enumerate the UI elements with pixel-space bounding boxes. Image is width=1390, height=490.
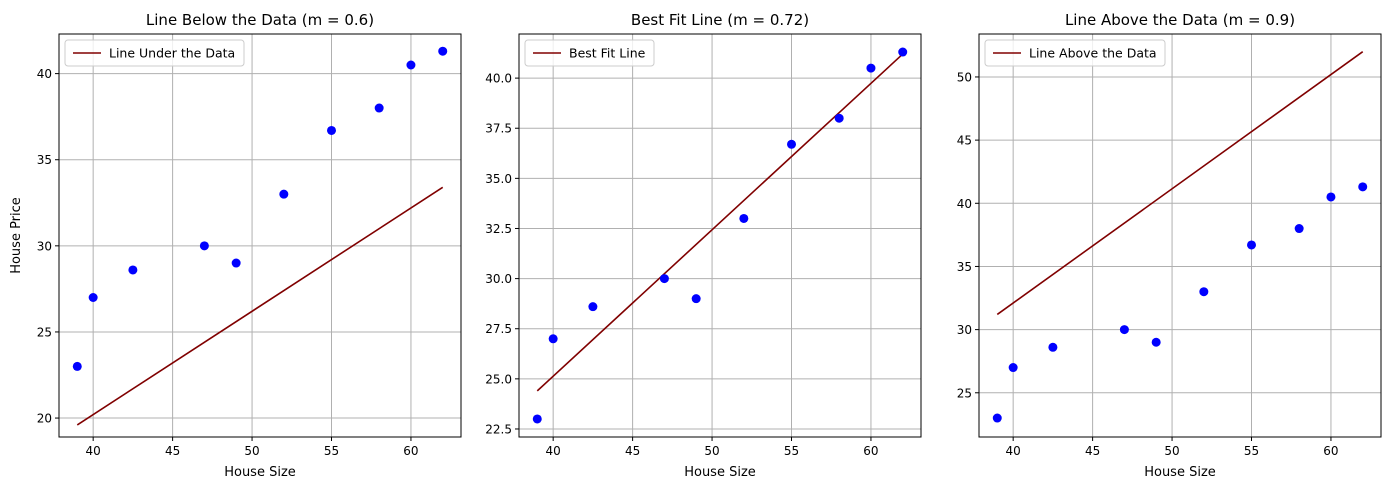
y-tick-label: 25.0 (485, 372, 512, 386)
fit-line (76, 186, 444, 426)
subplot-3: 40 45 50 55 60 25 30 35 40 45 50 Line Above the Dat… (957, 11, 1382, 480)
axes-frame (518, 33, 922, 438)
data-point (1119, 325, 1129, 335)
data-point (866, 63, 876, 73)
y-tick-label: 40 (37, 67, 52, 81)
data-point (992, 413, 1002, 423)
y-tick-label: 40 (957, 197, 972, 211)
legend-box (524, 39, 655, 67)
legend: Line Above the Data (984, 39, 1166, 67)
data-point (1358, 182, 1368, 192)
x-tick-label: 60 (403, 444, 418, 458)
x-tick-label: 45 (625, 444, 640, 458)
y-tick-label: 35 (37, 153, 52, 167)
y-tick-label: 22.5 (485, 422, 512, 436)
data-point (438, 46, 448, 56)
x-tick-label: 40 (546, 444, 561, 458)
x-tick-label: 45 (1085, 444, 1100, 458)
data-point (659, 274, 669, 284)
y-tick-label: 45 (957, 134, 972, 148)
y-tick-label: 25 (37, 325, 52, 339)
chart-title: Best Fit Line (m = 0.72) (631, 11, 809, 29)
x-tick-label: 55 (784, 444, 799, 458)
y-tick-label: 30 (957, 323, 972, 337)
legend-label: Best Fit Line (569, 46, 646, 61)
y-tick-label: 30 (37, 239, 52, 253)
x-axis-label: House Size (224, 465, 296, 480)
x-tick-label: 60 (863, 444, 878, 458)
x-axis-label: House Size (684, 465, 756, 480)
chart-title: Line Below the Data (m = 0.6) (146, 11, 374, 29)
y-axis-label: House Price (9, 197, 24, 274)
data-point (691, 294, 701, 304)
x-tick-label: 40 (86, 444, 101, 458)
y-tick-label: 32.5 (485, 222, 512, 236)
data-point (1247, 240, 1257, 250)
data-point (406, 60, 416, 70)
y-tick-label: 20 (37, 412, 52, 426)
axes-frame (58, 33, 462, 438)
data-point (1326, 192, 1336, 202)
data-point (787, 139, 797, 149)
data-point (231, 258, 241, 268)
data-point (199, 241, 209, 251)
data-point (548, 334, 558, 344)
y-tick-label: 37.5 (485, 122, 512, 136)
data-point (1048, 342, 1058, 352)
data-point (279, 189, 289, 199)
data-point (1151, 337, 1161, 347)
chart-title: Line Above the Data (m = 0.9) (1065, 11, 1295, 29)
legend-box (64, 39, 245, 67)
legend-label: Line Under the Data (109, 46, 235, 61)
data-point (88, 293, 98, 302)
x-tick-label: 40 (1006, 444, 1021, 458)
x-tick-label: 50 (704, 444, 719, 458)
data-point (128, 265, 138, 275)
data-point (1008, 363, 1018, 373)
subplot-2: 40 45 50 55 60 22.5 25.0 27.5 30.0 32.5 35.0 37.5 40… (485, 11, 922, 480)
y-tick-label: 30.0 (485, 272, 512, 286)
x-tick-label: 50 (1164, 444, 1179, 458)
x-tick-label: 45 (165, 444, 180, 458)
y-tick-label: 25 (957, 386, 972, 400)
x-axis-label: House Size (1144, 465, 1216, 480)
subplot-1: 40 45 50 55 60 20 25 30 35 40 Line Below the Data … (9, 11, 462, 480)
data-point (739, 213, 749, 223)
x-tick-label: 50 (244, 444, 259, 458)
legend: Line Under the Data (64, 39, 245, 67)
fit-line (536, 53, 904, 392)
data-point (834, 113, 844, 123)
x-tick-label: 55 (1244, 444, 1259, 458)
data-point (532, 414, 542, 424)
legend-box (984, 39, 1166, 67)
data-point (327, 125, 337, 135)
x-tick-label: 60 (1323, 444, 1338, 458)
legend: Best Fit Line (524, 39, 655, 67)
data-point (588, 302, 598, 312)
y-tick-label: 35 (957, 260, 972, 274)
fit-line (996, 51, 1364, 316)
y-tick-label: 35.0 (485, 172, 512, 186)
y-tick-label: 50 (957, 70, 972, 84)
data-point (72, 361, 82, 371)
data-point (374, 103, 384, 113)
data-point (898, 47, 908, 57)
y-tick-label: 40.0 (485, 72, 512, 86)
x-tick-label: 55 (324, 444, 339, 458)
axes-frame (978, 33, 1382, 438)
data-point (1294, 224, 1304, 234)
legend-label: Line Above the Data (1029, 46, 1157, 61)
y-tick-label: 27.5 (485, 322, 512, 336)
data-point (1199, 287, 1209, 297)
